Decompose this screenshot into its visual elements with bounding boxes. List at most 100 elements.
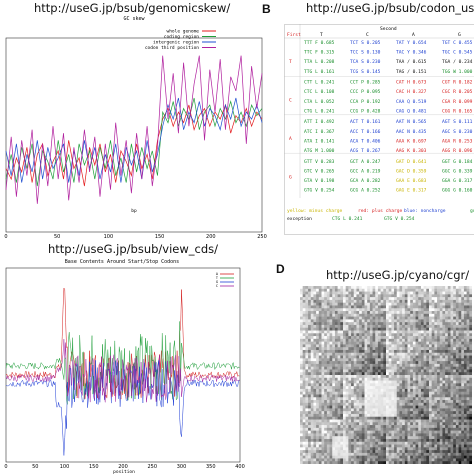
panel-a-xlabel: bp	[131, 208, 137, 214]
codon-cell: ATT I 0.492	[304, 119, 335, 125]
legend-item: green	[470, 209, 474, 214]
legend-label: coding region	[164, 34, 200, 40]
codon-cell: CAG Q 0.481	[396, 108, 427, 114]
col-head: C	[366, 32, 369, 38]
codon-cell: GCG A 0.252	[350, 188, 381, 194]
panel-c-chart: Base Contents Around Start/Stop Codons A…	[0, 254, 270, 476]
codon-cell: AAA K 0.697	[396, 138, 427, 144]
codon-cell: ATG M 1.000	[304, 148, 335, 154]
codon-cell: GTA V 0.198	[304, 178, 335, 184]
codon-cell: TTA L 0.208	[304, 59, 335, 65]
codon-cell: CGT R 0.182	[442, 80, 473, 86]
codon-cell: GCT A 0.247	[350, 159, 381, 165]
codon-cell: ACA T 0.406	[350, 138, 381, 144]
x-tick-label: 150	[89, 464, 99, 470]
panel-c-title: Base Contents Around Start/Stop Codons	[65, 259, 179, 265]
legend-label: whole genome	[166, 29, 199, 35]
codon-cell: GAG E 0.317	[396, 188, 427, 194]
codon-cell: AGT S 0.111	[442, 119, 473, 125]
panel-b-url[interactable]: http://useG.jp/bsub/codon_usag	[306, 1, 474, 15]
codon-cell: TCT S 0.205	[350, 40, 381, 46]
legend-label: intergenic region	[153, 40, 199, 46]
x-tick-label: 100	[104, 234, 114, 240]
legend-exception: exception	[287, 216, 312, 222]
col-head: G	[458, 32, 461, 38]
codon-cell: CGG R 0.165	[442, 108, 473, 114]
codon-cell: GGG G 0.160	[442, 188, 473, 194]
codon-cell: GGA G 0.317	[442, 178, 473, 184]
panel-a-title: GC skew	[123, 16, 145, 22]
codon-cell: TTG L 0.161	[304, 69, 335, 75]
codon-cell: GGT G 0.184	[442, 159, 473, 165]
codon-cell: CTT L 0.241	[304, 80, 335, 86]
x-tick-label: 300	[177, 464, 187, 470]
legend-label: C	[216, 284, 218, 288]
codon-cell: TAT Y 0.654	[396, 40, 427, 46]
legend-exception: GTG V 0.254	[384, 216, 415, 222]
row-head: T	[289, 59, 292, 65]
codon-cell: TCA S 0.230	[350, 59, 381, 65]
panel-d-url[interactable]: http://useG.jp/cyano/cgr/	[326, 268, 469, 282]
codon-cell: GTG V 0.254	[304, 188, 335, 194]
codon-cell: CAC H 0.327	[396, 89, 427, 95]
codon-cell: TGA / 0.234	[442, 59, 473, 65]
x-tick-label: 250	[257, 234, 267, 240]
codon-cell: ACT T 0.161	[350, 119, 381, 125]
col-head: A	[412, 32, 415, 38]
legend-item: blue: noncharge	[404, 208, 446, 214]
codon-cell: AAG K 0.303	[396, 148, 427, 154]
codon-cell: GTT V 0.283	[304, 159, 335, 165]
x-tick-label: 350	[206, 464, 216, 470]
panel-a-plot-frame	[6, 38, 262, 232]
codon-cell: TGT C 0.455	[442, 40, 473, 46]
codon-cell: TTC F 0.315	[304, 50, 335, 56]
codon-cell: GAC D 0.359	[396, 168, 427, 174]
codon-cell: AAC N 0.435	[396, 129, 427, 135]
codon-cell: CGA R 0.099	[442, 99, 473, 105]
x-tick-label: 50	[54, 234, 60, 240]
codon-cell: CGC R 0.205	[442, 89, 473, 95]
panel-c-xlabel: position	[113, 469, 135, 475]
codon-cell: AGG R 0.096	[442, 148, 473, 154]
codon-cell: GCC A 0.219	[350, 168, 381, 174]
codon-cell: CAT H 0.673	[396, 80, 427, 86]
x-tick-label: 250	[147, 464, 157, 470]
codon-cell: ACC T 0.166	[350, 129, 381, 135]
legend-label: codon third position	[145, 45, 199, 51]
codon-cell: GAT D 0.641	[396, 159, 427, 165]
codon-cell: TAC Y 0.346	[396, 50, 427, 56]
row-head: G	[289, 174, 292, 180]
codon-cell: TGG W 1.000	[442, 69, 473, 75]
codon-cell: TGC C 0.545	[442, 50, 473, 56]
codon-cell: CCG P 0.428	[350, 108, 381, 114]
x-tick-label: 150	[155, 234, 165, 240]
x-tick-label: 200	[206, 234, 216, 240]
codon-cell: TCC S 0.130	[350, 50, 381, 56]
codon-cell: CAA Q 0.519	[396, 99, 427, 105]
codon-cell: AGC S 0.230	[442, 129, 473, 135]
chaos-game-representation	[300, 286, 472, 464]
row-head: C	[289, 98, 292, 104]
codon-cell: CCA P 0.192	[350, 99, 381, 105]
header-first: First	[287, 32, 301, 38]
x-tick-label: 0	[4, 464, 7, 470]
header-second: Second	[380, 26, 397, 32]
codon-cell: ATC I 0.367	[304, 129, 335, 135]
panel-c-plot-frame	[6, 268, 240, 462]
codon-cell: TCG S 0.145	[350, 69, 381, 75]
codon-cell: CCT P 0.285	[350, 80, 381, 86]
panel-d-label: D	[276, 262, 285, 276]
codon-cell: GGC G 0.339	[442, 168, 473, 174]
codon-cell: TAA / 0.615	[396, 59, 427, 65]
codon-cell: GCA A 0.282	[350, 178, 381, 184]
codon-cell: GTC V 0.265	[304, 168, 335, 174]
codon-cell: TAG / 0.151	[396, 69, 427, 75]
codon-cell: AGA R 0.253	[442, 138, 473, 144]
x-tick-label: 100	[60, 464, 70, 470]
codon-cell: CCC P 0.095	[350, 89, 381, 95]
legend-item: red: plus charge	[358, 208, 402, 214]
row-head: A	[289, 136, 292, 142]
